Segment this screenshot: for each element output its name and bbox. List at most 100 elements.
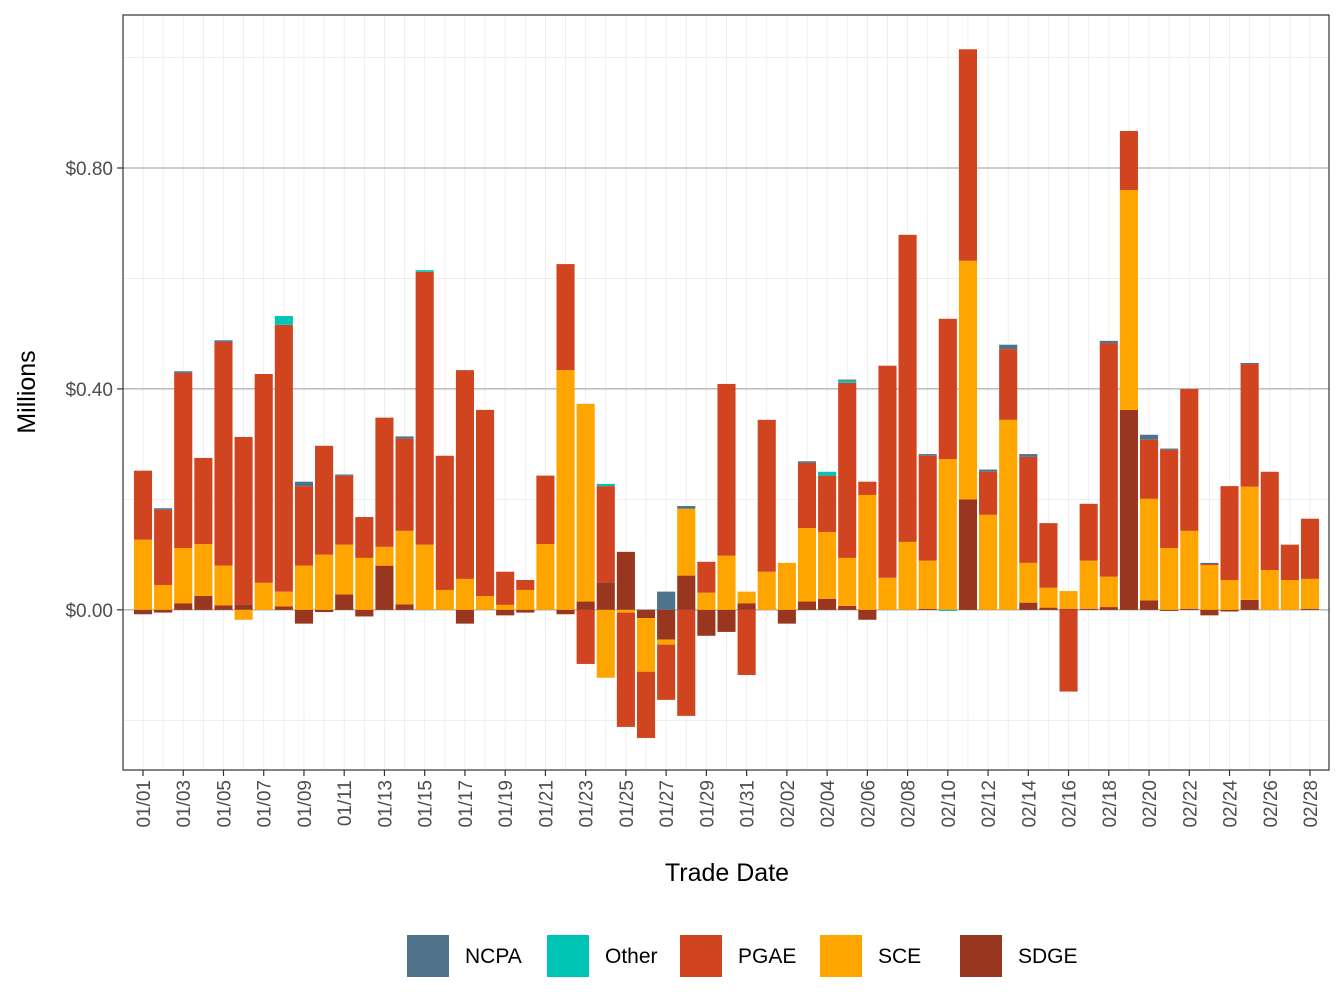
bar-segment (818, 471, 837, 476)
bar-segment (697, 561, 716, 593)
bar-segment (1240, 362, 1259, 365)
x-tick-label: 01/11 (335, 780, 356, 826)
bar-segment (1160, 448, 1179, 450)
bar-segment (1260, 471, 1279, 571)
bar-segment (818, 531, 837, 599)
bar-segment (636, 609, 656, 619)
bar-segment (194, 544, 213, 597)
bar-segment (274, 324, 293, 592)
bar-segment (576, 601, 595, 610)
bar-segment (999, 419, 1018, 610)
y-axis-title: Millions (13, 350, 41, 433)
bar-segment (1119, 190, 1138, 410)
bar-segment (596, 609, 615, 678)
bar-segment (717, 383, 736, 556)
x-tick-label: 01/07 (255, 780, 276, 828)
bar-segment (657, 609, 676, 640)
bar-segment (838, 382, 857, 558)
bar-segment (1220, 609, 1239, 612)
bar-segment (918, 608, 937, 610)
x-tick-label: 01/01 (134, 780, 155, 828)
bar-segment (1059, 609, 1078, 692)
bar-segment (1300, 518, 1320, 579)
bar-segment (717, 609, 736, 632)
bar-segment (777, 609, 796, 624)
bar-segment (838, 379, 857, 381)
bar-segment (475, 409, 495, 597)
bar-segment (958, 49, 978, 261)
x-tick-label: 02/28 (1301, 780, 1322, 828)
bar-segment (395, 438, 414, 531)
bar-segment (294, 481, 314, 487)
legend-key (547, 935, 589, 977)
bar-segment (214, 605, 233, 610)
x-tick-label: 01/19 (496, 780, 517, 828)
bars (133, 49, 1320, 738)
bar-segment (838, 380, 857, 383)
bar-segment (315, 609, 334, 613)
bar-segment (214, 341, 233, 566)
bar-segment (1019, 562, 1038, 603)
x-tick-label: 02/26 (1261, 780, 1282, 828)
bar-segment (1180, 608, 1199, 610)
x-tick-label: 02/14 (1019, 780, 1040, 828)
bar-segment (878, 365, 897, 578)
bar-segment (737, 591, 756, 604)
bar-segment (1119, 409, 1138, 610)
bar-segment (556, 370, 575, 610)
bar-segment (234, 609, 253, 620)
bar-segment (1019, 602, 1038, 610)
bar-segment (1200, 609, 1219, 616)
bar-segment (174, 547, 193, 604)
bar-segment (335, 594, 354, 610)
bar-segment (475, 596, 495, 610)
bar-segment (133, 470, 153, 540)
bar-segment (133, 539, 153, 610)
bar-segment (616, 612, 635, 727)
x-tick-label: 02/04 (818, 780, 839, 828)
bar-segment (838, 605, 857, 610)
bar-segment (1019, 456, 1038, 563)
bar-segment (1079, 503, 1098, 561)
bar-segment (1079, 608, 1098, 610)
x-tick-label: 01/03 (174, 780, 195, 828)
bar-segment (1039, 587, 1058, 608)
y-tick-label: $0.80 (65, 159, 113, 180)
bar-segment (1099, 343, 1118, 577)
bar-segment (174, 372, 193, 548)
bar-segment (636, 671, 656, 738)
bar-segment (999, 344, 1018, 350)
bar-segment (938, 318, 957, 460)
bar-segment (818, 475, 837, 532)
bar-segment (214, 340, 233, 342)
bar-segment (496, 604, 515, 610)
bar-segment (455, 370, 474, 579)
bar-segment (858, 494, 877, 610)
bar-segment (677, 609, 696, 716)
x-tick-label: 01/21 (536, 780, 557, 828)
bar-segment (677, 508, 696, 576)
bar-segment (596, 486, 615, 583)
bar-segment (657, 644, 676, 700)
bar-segment (938, 609, 957, 611)
bar-segment (1180, 530, 1199, 609)
legend-key (820, 935, 862, 977)
panel-border (122, 14, 1330, 771)
bar-segment (616, 609, 635, 613)
bar-segment (1180, 388, 1199, 531)
bar-segment (133, 609, 153, 615)
bar-segment (415, 270, 434, 272)
bar-segment (536, 544, 555, 610)
x-tick-label: 01/27 (657, 780, 678, 828)
x-tick-label: 02/06 (858, 780, 879, 828)
bar-segment (697, 609, 716, 636)
bar-segment (1039, 523, 1058, 588)
bar-segment (1300, 608, 1320, 610)
bar-segment (315, 445, 334, 555)
bar-segment (576, 609, 595, 664)
bar-segment (274, 591, 293, 607)
bar-segment (797, 601, 817, 610)
bar-segment (1240, 364, 1259, 487)
bar-segment (596, 582, 615, 610)
